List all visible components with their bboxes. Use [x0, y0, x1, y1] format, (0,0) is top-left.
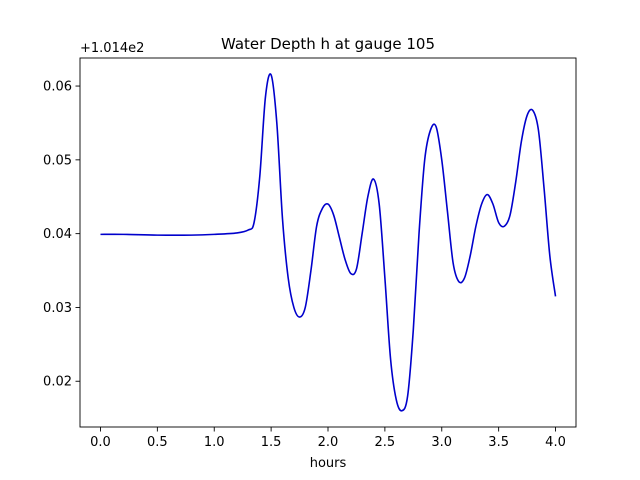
plot-area: 0.0 0.5 1.0 1.5 2.0 2.5 3.0 3.5 4.0 0.02 0.03 0.04 0… [43, 57, 577, 450]
x-tick-label: 2.5 [375, 435, 396, 450]
x-tick-label: 3.0 [431, 435, 452, 450]
x-tick-label: 3.5 [488, 435, 509, 450]
y-tick-label: 0.06 [43, 80, 72, 95]
x-tick-label: 2.0 [318, 435, 339, 450]
x-tick-label: 4.0 [545, 435, 566, 450]
chart-title: Water Depth h at gauge 105 [221, 35, 435, 53]
x-tick-label: 0.5 [147, 435, 168, 450]
y-axis-offset-label: +1.014e2 [80, 41, 144, 56]
y-tick-label: 0.05 [43, 153, 72, 168]
x-axis-label: hours [310, 456, 347, 471]
x-tick-label: 1.0 [204, 435, 225, 450]
y-tick-label: 0.04 [43, 227, 72, 242]
y-tick-label: 0.02 [43, 375, 72, 390]
y-tick-label: 0.03 [43, 301, 72, 316]
series-line-0 [100, 73, 557, 412]
x-tick-label: 0.0 [90, 435, 111, 450]
x-tick-label: 1.5 [261, 435, 282, 450]
